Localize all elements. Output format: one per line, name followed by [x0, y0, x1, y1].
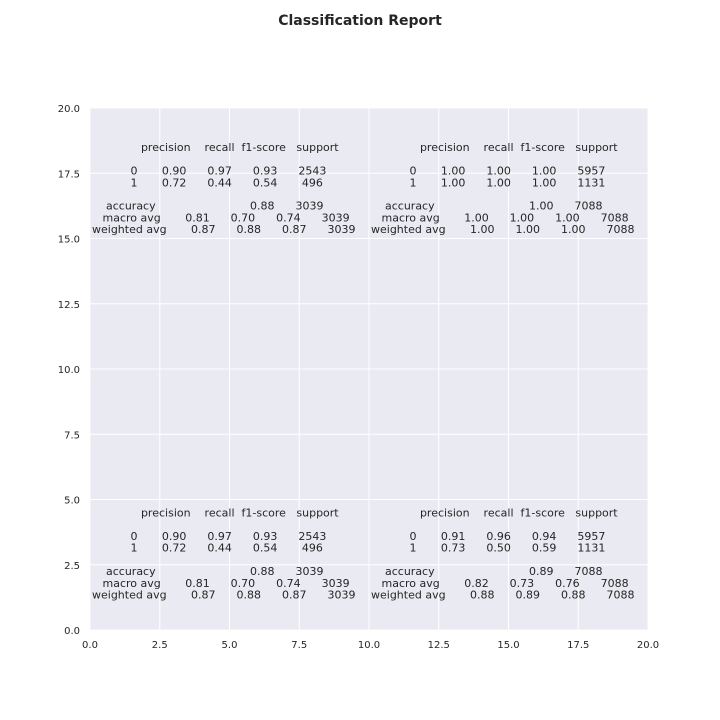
report-line: 0 0.90 0.97 0.93 2543: [92, 530, 326, 543]
report-line: 0 0.90 0.97 0.93 2543: [92, 165, 326, 178]
report-line: weighted avg 1.00 1.00 1.00 7088: [371, 223, 634, 236]
y-tick-label: 20.0: [58, 104, 80, 115]
x-tick-label: 15.0: [497, 640, 519, 651]
classification-report-2: precision recall f1-score support 0 1.00…: [371, 141, 634, 236]
report-line: precision recall f1-score support: [92, 141, 339, 154]
report-line: precision recall f1-score support: [371, 141, 618, 154]
report-line: weighted avg 0.87 0.88 0.87 3039: [92, 223, 355, 236]
x-tick-label: 2.5: [152, 640, 168, 651]
report-line: accuracy 0.88 3039: [92, 200, 324, 213]
report-line: macro avg 0.82 0.73 0.76 7088: [371, 577, 629, 590]
x-tick-label: 20.0: [637, 640, 659, 651]
y-tick-label: 2.5: [64, 561, 80, 572]
classification-report-4: precision recall f1-score support 0 0.91…: [371, 507, 634, 602]
report-line: 1 0.73 0.50 0.59 1131: [371, 542, 605, 555]
report-line: 0 1.00 1.00 1.00 5957: [371, 165, 605, 178]
y-tick-label: 10.0: [58, 365, 80, 376]
report-line: 1 1.00 1.00 1.00 1131: [371, 176, 605, 189]
classification-report-1: precision recall f1-score support 0 0.90…: [92, 141, 355, 236]
x-tick-label: 7.5: [291, 640, 307, 651]
y-tick-label: 12.5: [58, 300, 80, 311]
report-line: weighted avg 0.87 0.88 0.87 3039: [92, 588, 355, 601]
report-line: accuracy 0.88 3039: [92, 565, 324, 578]
report-line: accuracy 1.00 7088: [371, 200, 603, 213]
y-axis-ticks: 0.0 2.5 5.0 7.5 10.0 12.5 15.0 17.5 20.0: [58, 104, 80, 637]
report-line: precision recall f1-score support: [371, 507, 618, 520]
report-line: 0 0.91 0.96 0.94 5957: [371, 530, 605, 543]
report-line: precision recall f1-score support: [92, 507, 339, 520]
x-tick-label: 17.5: [567, 640, 589, 651]
y-tick-label: 0.0: [64, 626, 80, 637]
y-tick-label: 17.5: [58, 169, 80, 180]
report-texts: precision recall f1-score support 0 0.90…: [92, 141, 634, 601]
x-axis-ticks: 0.0 2.5 5.0 7.5 10.0 12.5 15.0 17.5 20.0: [82, 640, 659, 651]
report-line: accuracy 0.89 7088: [371, 565, 603, 578]
x-tick-label: 10.0: [358, 640, 380, 651]
report-line: weighted avg 0.88 0.89 0.88 7088: [371, 588, 634, 601]
report-line: macro avg 0.81 0.70 0.74 3039: [92, 211, 350, 224]
report-line: macro avg 1.00 1.00 1.00 7088: [371, 211, 629, 224]
y-tick-label: 7.5: [64, 430, 80, 441]
report-line: macro avg 0.81 0.70 0.74 3039: [92, 577, 350, 590]
x-tick-label: 5.0: [222, 640, 238, 651]
chart-title: Classification Report: [278, 13, 442, 29]
report-line: 1 0.72 0.44 0.54 496: [92, 542, 323, 555]
classification-report-3: precision recall f1-score support 0 0.90…: [92, 507, 355, 602]
y-tick-label: 15.0: [58, 235, 80, 246]
x-tick-label: 12.5: [428, 640, 450, 651]
x-tick-label: 0.0: [82, 640, 98, 651]
y-tick-label: 5.0: [64, 496, 80, 507]
grid: [89, 107, 649, 631]
report-line: 1 0.72 0.44 0.54 496: [92, 176, 323, 189]
